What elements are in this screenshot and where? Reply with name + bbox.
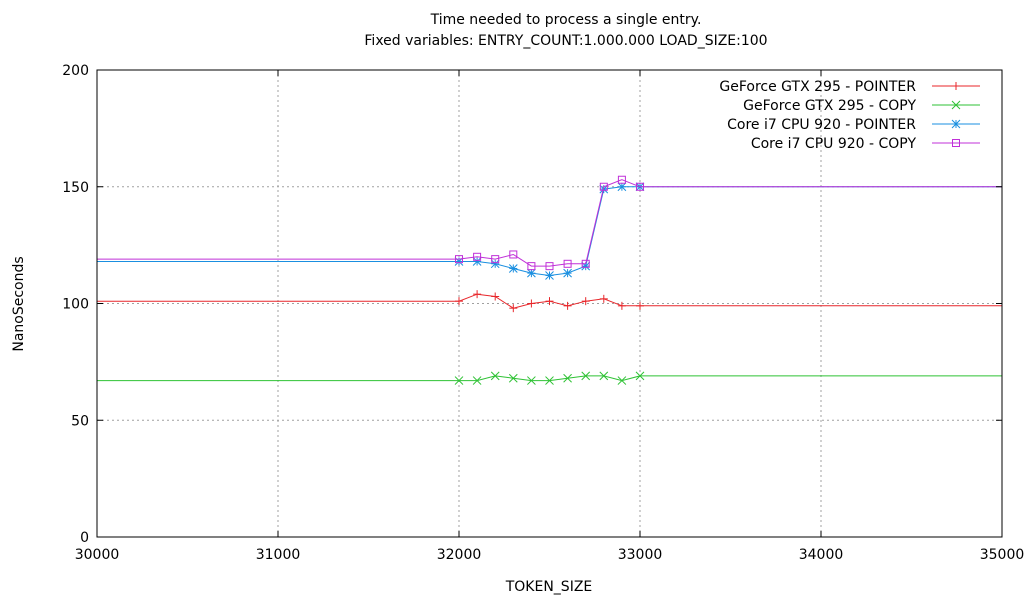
y-tick-label: 0 xyxy=(80,530,89,546)
data-point xyxy=(527,262,536,271)
data-point xyxy=(508,264,518,273)
legend: GeForce GTX 295 - POINTER GeForce GTX 295… xyxy=(719,79,980,152)
data-point xyxy=(545,297,554,306)
data-point xyxy=(581,297,590,306)
series-4 xyxy=(97,175,1002,271)
data-point xyxy=(491,255,500,264)
data-point xyxy=(636,182,644,191)
x-tick-label: 31000 xyxy=(256,547,301,563)
data-point xyxy=(563,373,572,383)
y-tick-label: 50 xyxy=(71,413,89,429)
data-point xyxy=(527,268,536,278)
legend-entry: Core i7 CPU 920 - COPY xyxy=(751,136,980,152)
data-point xyxy=(491,292,500,301)
data-point xyxy=(455,255,463,264)
data-point xyxy=(545,271,554,280)
data-point xyxy=(509,250,518,259)
x-tick-label: 30000 xyxy=(75,547,120,563)
data-point xyxy=(599,182,608,191)
x-tick-label: 34000 xyxy=(799,547,844,563)
data-point xyxy=(635,371,645,381)
data-point xyxy=(617,182,627,192)
data-point xyxy=(636,301,644,310)
legend-label: GeForce GTX 295 - COPY xyxy=(743,98,916,114)
legend-marker xyxy=(951,119,961,129)
series-2 xyxy=(97,371,1002,385)
data-point xyxy=(527,299,536,308)
axes: 30000 31000 32000 33000 34000 35000 0 50 100 150 2… xyxy=(62,63,1024,563)
data-point xyxy=(617,376,627,385)
data-point xyxy=(490,371,500,381)
data-point xyxy=(545,262,554,271)
chart-subtitle: Fixed variables: ENTRY_COUNT:1.000.000 L… xyxy=(364,33,767,49)
series-line xyxy=(97,179,1002,267)
data-point xyxy=(599,371,609,381)
data-point xyxy=(581,259,590,268)
data-point xyxy=(563,301,572,310)
data-point xyxy=(527,376,536,385)
x-tick-label: 35000 xyxy=(980,547,1025,563)
legend-label: Core i7 CPU 920 - COPY xyxy=(751,136,917,152)
legend-label: Core i7 CPU 920 - POINTER xyxy=(727,117,916,133)
legend-marker xyxy=(951,100,961,110)
y-tick-label: 100 xyxy=(62,297,89,313)
data-point xyxy=(545,376,554,385)
chart-title: Time needed to process a single entry. xyxy=(430,12,702,28)
series-3 xyxy=(97,182,1002,280)
data-point xyxy=(581,371,591,381)
data-point xyxy=(472,257,482,266)
legend-marker xyxy=(952,139,960,147)
data-point xyxy=(599,294,608,303)
data-point xyxy=(563,268,572,278)
y-tick-label: 200 xyxy=(62,63,89,79)
series-1 xyxy=(97,290,1002,313)
data-point xyxy=(508,373,518,383)
data-point xyxy=(509,304,518,313)
x-tick-label: 33000 xyxy=(618,547,663,563)
data-point xyxy=(455,297,463,306)
data-point xyxy=(617,175,626,184)
x-axis-title: TOKEN_SIZE xyxy=(505,579,593,595)
x-tick-label: 32000 xyxy=(437,547,482,563)
y-axis-title: NanoSeconds xyxy=(11,256,27,351)
legend-entry: Core i7 CPU 920 - POINTER xyxy=(727,117,980,133)
legend-entry: GeForce GTX 295 - POINTER xyxy=(719,79,980,95)
legend-marker xyxy=(952,82,960,90)
data-point xyxy=(473,252,482,261)
legend-label: GeForce GTX 295 - POINTER xyxy=(719,79,916,95)
grid xyxy=(97,70,1002,537)
data-point xyxy=(617,301,626,310)
data-point xyxy=(473,290,482,299)
legend-entry: GeForce GTX 295 - COPY xyxy=(743,98,980,114)
data-point xyxy=(563,259,572,268)
data-point xyxy=(490,259,500,269)
data-point xyxy=(472,376,482,385)
y-tick-label: 150 xyxy=(62,180,89,196)
series-group xyxy=(97,175,1002,385)
data-point xyxy=(454,376,464,385)
